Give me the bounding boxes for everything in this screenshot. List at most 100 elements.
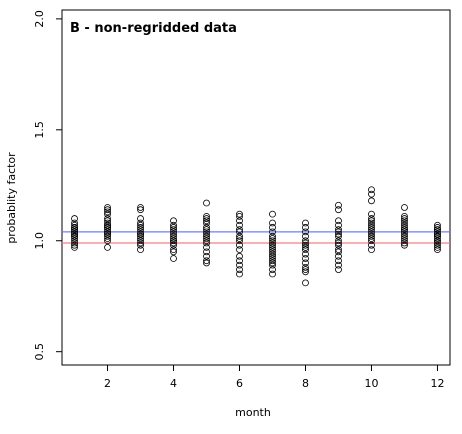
data-point bbox=[269, 241, 276, 249]
data-point bbox=[302, 224, 309, 231]
data-point bbox=[137, 226, 144, 234]
data-point bbox=[368, 217, 375, 225]
data-point bbox=[335, 217, 342, 225]
data-point bbox=[236, 212, 243, 220]
data-point bbox=[170, 226, 177, 234]
data-point bbox=[170, 217, 177, 225]
data-point bbox=[434, 239, 441, 247]
data-point bbox=[71, 224, 78, 231]
data-point bbox=[434, 224, 441, 231]
data-point bbox=[236, 257, 243, 265]
data-point bbox=[71, 237, 78, 245]
data-point bbox=[137, 215, 144, 222]
data-point bbox=[71, 228, 78, 236]
data-point bbox=[104, 219, 111, 227]
data-point bbox=[170, 255, 177, 262]
data-point bbox=[236, 252, 243, 260]
data-point bbox=[203, 235, 210, 242]
data-point bbox=[104, 232, 111, 240]
data-point bbox=[434, 237, 441, 245]
data-point bbox=[203, 252, 210, 260]
data-point bbox=[368, 224, 375, 231]
data-point bbox=[137, 219, 144, 227]
data-point bbox=[335, 257, 342, 265]
data-point bbox=[104, 244, 111, 251]
data-point bbox=[401, 224, 408, 231]
data-point bbox=[71, 239, 78, 247]
data-point bbox=[104, 217, 111, 225]
data-point bbox=[104, 230, 111, 238]
data-point bbox=[368, 197, 375, 205]
data-point bbox=[302, 279, 309, 287]
data-point bbox=[170, 232, 177, 240]
x-tick-label: 10 bbox=[364, 377, 378, 390]
data-point bbox=[236, 232, 243, 240]
data-point bbox=[269, 235, 276, 242]
data-point bbox=[335, 241, 342, 249]
data-point bbox=[203, 248, 210, 256]
data-point bbox=[203, 228, 210, 236]
y-tick-label: 0.5 bbox=[33, 343, 46, 361]
data-point bbox=[104, 221, 111, 229]
data-point bbox=[401, 241, 408, 249]
data-point bbox=[203, 232, 210, 240]
reference-lines bbox=[62, 231, 450, 244]
data-point bbox=[269, 252, 276, 260]
data-point bbox=[203, 244, 210, 251]
data-point bbox=[401, 221, 408, 229]
data-point bbox=[434, 244, 441, 251]
data-point bbox=[302, 263, 309, 271]
data-point bbox=[335, 221, 342, 229]
data-point bbox=[401, 232, 408, 240]
data-point bbox=[104, 204, 111, 211]
data-point bbox=[401, 235, 408, 242]
data-point bbox=[269, 246, 276, 254]
data-point bbox=[401, 239, 408, 247]
data-point bbox=[71, 232, 78, 240]
data-point bbox=[302, 255, 309, 262]
data-point bbox=[269, 237, 276, 245]
data-point bbox=[302, 246, 309, 254]
data-point bbox=[269, 259, 276, 267]
data-point bbox=[269, 250, 276, 258]
data-point bbox=[236, 270, 243, 278]
data-point bbox=[203, 215, 210, 222]
data-point bbox=[335, 246, 342, 254]
data-point bbox=[137, 237, 144, 245]
data-point bbox=[368, 186, 375, 194]
data-point bbox=[302, 232, 309, 240]
data-point bbox=[401, 217, 408, 225]
data-point bbox=[104, 228, 111, 236]
data-point bbox=[368, 237, 375, 245]
data-point bbox=[104, 224, 111, 231]
data-point bbox=[335, 226, 342, 234]
data-point bbox=[335, 232, 342, 240]
data-point bbox=[137, 239, 144, 247]
y-tick-label: 1.5 bbox=[33, 121, 46, 139]
data-point bbox=[203, 259, 210, 267]
data-point bbox=[368, 230, 375, 238]
data-point bbox=[302, 219, 309, 227]
data-point bbox=[71, 235, 78, 242]
data-point bbox=[335, 266, 342, 273]
data-point bbox=[236, 235, 243, 242]
data-point bbox=[236, 266, 243, 273]
data-point bbox=[335, 252, 342, 260]
data-point bbox=[236, 237, 243, 245]
data-point bbox=[71, 215, 78, 222]
data-point bbox=[335, 201, 342, 209]
data-point bbox=[269, 248, 276, 256]
data-point bbox=[401, 230, 408, 238]
data-point bbox=[137, 228, 144, 236]
data-point bbox=[236, 228, 243, 236]
data-point bbox=[368, 226, 375, 234]
data-point bbox=[401, 212, 408, 220]
data-point bbox=[401, 204, 408, 211]
data-point bbox=[335, 239, 342, 247]
data-point bbox=[269, 219, 276, 227]
data-point bbox=[269, 232, 276, 240]
data-point bbox=[104, 208, 111, 216]
data-point bbox=[269, 266, 276, 273]
data-point bbox=[137, 204, 144, 211]
